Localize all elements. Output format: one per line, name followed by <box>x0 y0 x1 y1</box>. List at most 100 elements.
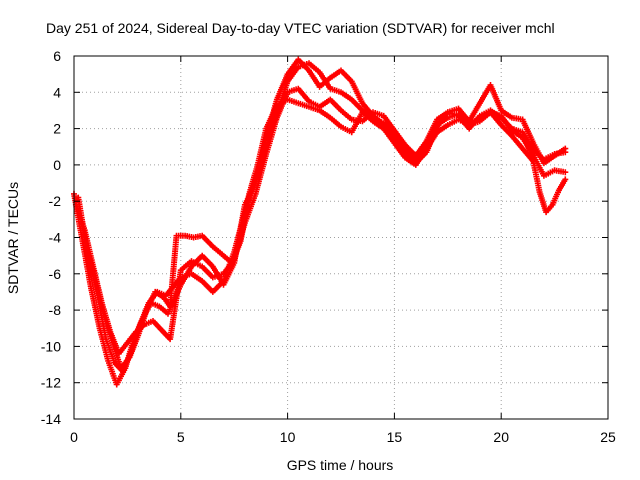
data-point <box>297 65 300 69</box>
data-point <box>564 150 567 154</box>
data-point <box>478 101 482 105</box>
data-point <box>168 305 172 308</box>
data-point <box>350 131 353 134</box>
data-point <box>564 170 567 174</box>
data-point <box>403 156 407 159</box>
data-point <box>350 98 353 101</box>
data-point <box>121 370 125 374</box>
y-axis-title: SDTVAR / TECUs <box>5 182 21 294</box>
data-point <box>457 112 460 116</box>
data-point <box>233 250 236 254</box>
x-axis-title: GPS time / hours <box>287 457 394 473</box>
data-point <box>89 287 93 290</box>
data-point <box>200 254 204 257</box>
data-point <box>521 147 524 150</box>
data-point <box>297 101 300 105</box>
data-point <box>98 327 101 330</box>
data-point <box>126 341 129 344</box>
y-tick-label: 4 <box>53 84 61 100</box>
data-point <box>551 203 554 207</box>
data-point <box>500 114 503 118</box>
data-point <box>297 87 300 90</box>
data-point <box>179 276 182 279</box>
y-tick-label: -12 <box>41 375 61 391</box>
data-point <box>435 123 439 127</box>
data-point <box>553 169 556 172</box>
data-point <box>532 141 535 145</box>
data-point <box>151 319 155 323</box>
data-point <box>183 234 187 237</box>
data-point <box>168 337 172 341</box>
data-point <box>190 272 193 275</box>
data-point <box>564 178 567 181</box>
data-point <box>286 72 289 76</box>
data-point <box>532 154 535 158</box>
x-tick-label: 25 <box>600 429 616 445</box>
data-point <box>318 71 321 74</box>
data-point <box>542 174 546 177</box>
data-point <box>329 76 332 79</box>
data-point <box>521 131 524 134</box>
chart-title: Day 251 of 2024, Sidereal Day-to-day VTE… <box>46 20 555 36</box>
data-point <box>79 216 82 219</box>
data-point <box>113 361 116 364</box>
data-point <box>521 136 524 139</box>
data-point <box>254 178 257 181</box>
data-point <box>542 158 546 161</box>
data-point <box>414 163 417 167</box>
data-point <box>425 145 428 148</box>
data-point <box>457 107 460 110</box>
data-point <box>211 276 215 279</box>
data-point <box>130 348 133 352</box>
data-point <box>393 134 396 138</box>
data-point <box>382 127 385 130</box>
data-point <box>339 69 343 72</box>
data-point <box>297 58 300 61</box>
data-point <box>339 109 343 112</box>
data-point <box>446 116 449 119</box>
data-point <box>403 147 407 150</box>
x-tick-label: 15 <box>387 429 403 445</box>
y-tick-label: 6 <box>53 48 61 64</box>
data-point <box>538 190 541 194</box>
data-point <box>532 160 535 163</box>
data-point <box>96 294 99 297</box>
data-point <box>275 98 279 101</box>
data-point <box>371 120 375 123</box>
data-point <box>382 114 385 118</box>
data-point <box>106 359 110 363</box>
data-point <box>200 279 204 283</box>
data-point <box>160 328 163 332</box>
data-point <box>350 80 353 83</box>
data-point <box>329 98 332 101</box>
data-point <box>275 112 279 116</box>
data-point <box>457 118 460 121</box>
data-point <box>190 259 193 263</box>
data-point <box>156 290 159 294</box>
data-point <box>265 145 268 148</box>
data-point <box>200 234 204 237</box>
data-point <box>510 129 514 132</box>
data-point <box>239 239 242 243</box>
data-point <box>190 265 193 268</box>
data-point <box>553 152 556 156</box>
data-point <box>329 116 332 119</box>
data-point <box>307 105 311 109</box>
data-point <box>307 69 311 72</box>
data-point <box>361 101 364 105</box>
data-point <box>115 383 118 386</box>
data-point <box>147 301 150 305</box>
y-tick-label: -8 <box>49 302 62 318</box>
data-point <box>211 290 215 294</box>
data-point <box>87 258 91 261</box>
data-point <box>489 83 492 87</box>
x-tick-label: 0 <box>70 429 78 445</box>
series-track-4 <box>77 60 569 375</box>
y-tick-label: -10 <box>41 338 61 354</box>
data-point <box>318 109 321 112</box>
data-point <box>393 129 396 132</box>
data-point <box>393 141 396 145</box>
y-tick-label: -4 <box>49 230 62 246</box>
